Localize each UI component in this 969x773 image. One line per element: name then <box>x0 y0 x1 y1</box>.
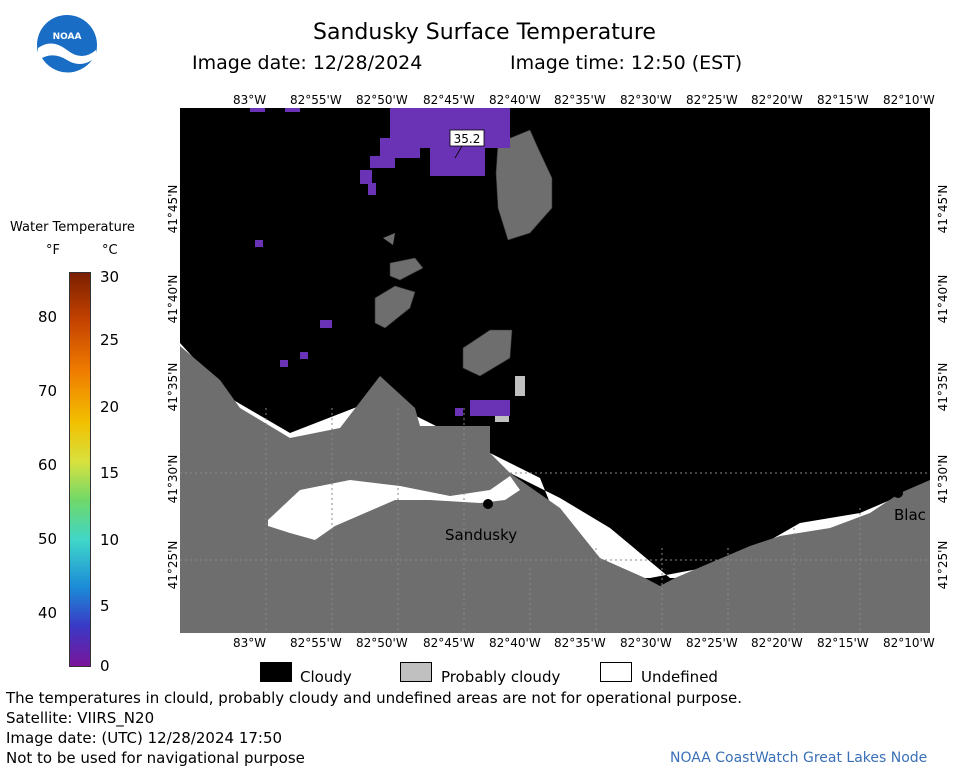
lat-label: 41°40'N <box>936 274 950 324</box>
place-label-blac: Blac <box>894 506 926 524</box>
navigation-warning: Not to be used for navigational purpose <box>6 749 305 767</box>
temperature-map: 35.2 Sandusky Blac <box>180 108 930 633</box>
lon-label: 82°40'W <box>489 93 541 107</box>
lat-label: 41°25'N <box>166 540 180 590</box>
lon-label: 82°50'W <box>356 636 408 650</box>
image-date: Image date: 12/28/2024 <box>192 52 423 74</box>
logo-text: NOAA <box>53 32 82 42</box>
c-tick: 15 <box>100 464 120 482</box>
legend-swatch-cloudy <box>260 662 292 682</box>
probably-cloudy-area <box>515 376 525 396</box>
lon-label: 82°20'W <box>751 93 803 107</box>
blac-marker <box>893 488 903 498</box>
satellite-text: Satellite: VIIRS_N20 <box>6 709 155 727</box>
lat-label: 41°45'N <box>166 184 180 234</box>
lon-label: 83°W <box>233 93 267 107</box>
legend-swatch-undefined <box>600 662 632 682</box>
color-scale-title: Water Temperature <box>10 220 135 235</box>
f-tick: 40 <box>38 604 58 622</box>
lon-label: 82°25'W <box>686 636 738 650</box>
lon-label: 82°30'W <box>620 93 672 107</box>
lon-label: 82°35'W <box>554 93 606 107</box>
lon-label: 82°45'W <box>423 93 475 107</box>
land-area <box>180 346 930 633</box>
c-tick: 0 <box>100 657 110 675</box>
graticule <box>180 408 930 633</box>
c-tick: 30 <box>100 268 120 286</box>
unit-c-label: °C <box>102 243 118 258</box>
lon-label: 82°10'W <box>883 93 935 107</box>
lat-label: 41°35'N <box>166 362 180 412</box>
legend-label-cloudy: Cloudy <box>300 668 352 686</box>
lon-label: 82°10'W <box>883 636 935 650</box>
legend-label-undefined: Undefined <box>641 668 718 686</box>
lon-label: 82°40'W <box>489 636 541 650</box>
f-tick: 70 <box>38 382 58 400</box>
c-tick: 10 <box>100 531 120 549</box>
lat-label: 41°25'N <box>936 540 950 590</box>
image-time: Image time: 12:50 (EST) <box>510 52 743 74</box>
place-label-sandusky: Sandusky <box>445 526 518 544</box>
lon-label: 82°30'W <box>620 636 672 650</box>
lat-label: 41°30'N <box>166 454 180 504</box>
lon-label: 82°25'W <box>686 93 738 107</box>
sandusky-marker <box>483 499 493 509</box>
disclaimer-text: The temperatures in clould, probably clo… <box>6 689 743 707</box>
lat-label: 41°30'N <box>936 454 950 504</box>
color-scale-bar <box>69 272 91 667</box>
temperature-value-label: 35.2 <box>454 132 481 146</box>
lon-label: 82°45'W <box>423 636 475 650</box>
page-title: Sandusky Surface Temperature <box>313 20 656 45</box>
c-tick: 20 <box>100 398 120 416</box>
credit-link[interactable]: NOAA CoastWatch Great Lakes Node <box>670 750 928 766</box>
c-tick: 5 <box>100 597 110 615</box>
lon-label: 82°55'W <box>290 93 342 107</box>
f-tick: 80 <box>38 308 58 326</box>
lat-label: 41°40'N <box>166 274 180 324</box>
lon-label: 82°35'W <box>554 636 606 650</box>
lon-label: 82°15'W <box>817 93 869 107</box>
legend-swatch-probably-cloudy <box>400 662 432 682</box>
noaa-logo: NOAA <box>36 14 98 77</box>
lon-label: 82°50'W <box>356 93 408 107</box>
f-tick: 50 <box>38 530 58 548</box>
f-tick: 60 <box>38 456 58 474</box>
legend-label-probably-cloudy: Probably cloudy <box>441 668 561 686</box>
c-tick: 25 <box>100 331 120 349</box>
lon-label: 83°W <box>233 636 267 650</box>
lon-label: 82°20'W <box>751 636 803 650</box>
lon-label: 82°15'W <box>817 636 869 650</box>
unit-f-label: °F <box>46 243 60 258</box>
lat-label: 41°45'N <box>936 184 950 234</box>
lat-label: 41°35'N <box>936 362 950 412</box>
utc-date-text: Image date: (UTC) 12/28/2024 17:50 <box>6 729 283 747</box>
lon-label: 82°55'W <box>290 636 342 650</box>
